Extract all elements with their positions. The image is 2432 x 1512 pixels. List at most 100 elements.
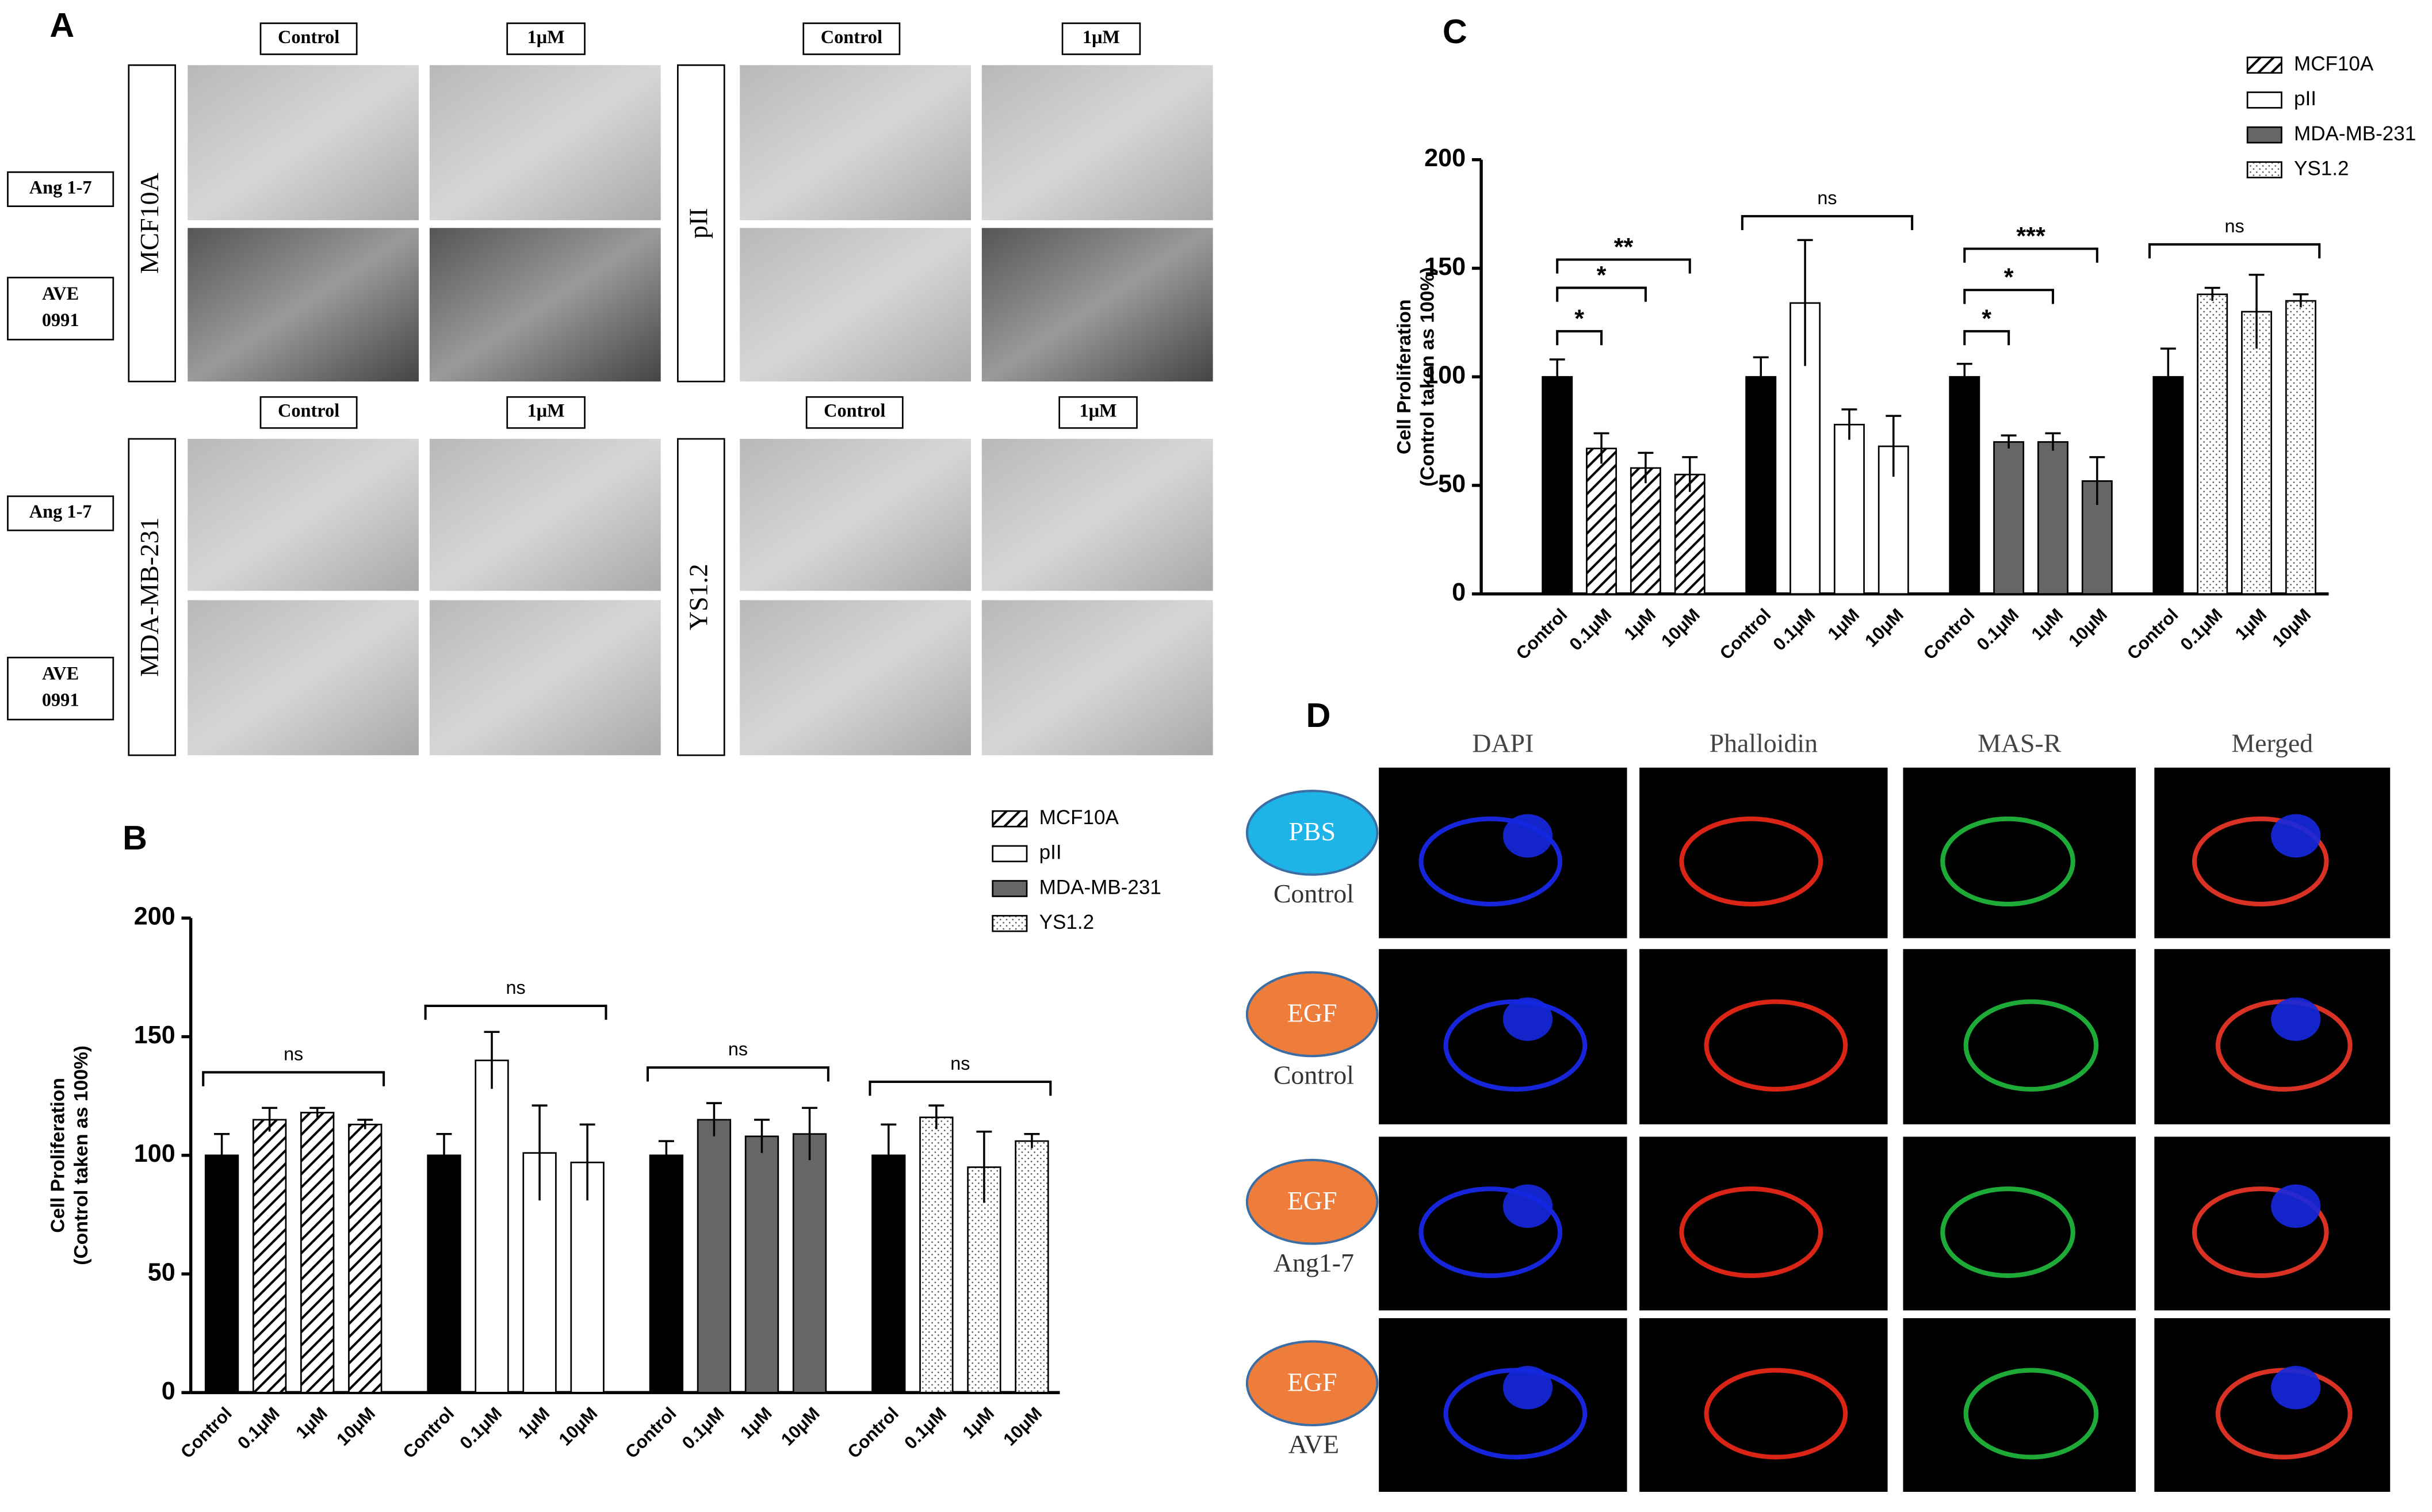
badge-label: PBS <box>1288 817 1336 846</box>
cell-line-box <box>128 64 177 382</box>
y-tick-label: 100 <box>134 1140 175 1168</box>
bar <box>2285 300 2316 595</box>
nucleus <box>1502 997 1553 1041</box>
bar <box>1630 467 1661 595</box>
legend-label: MDA-MB-231 <box>2294 123 2416 145</box>
panel-label: C <box>1443 12 1467 51</box>
legend-swatch <box>2246 91 2282 109</box>
x-tick-label: 1μM <box>1620 604 1660 644</box>
significance-label: * <box>2004 264 2014 292</box>
significance-bracket <box>1741 215 1914 231</box>
y-tick-label: 100 <box>1424 362 1466 389</box>
micrograph <box>429 65 661 220</box>
micrograph <box>188 65 419 220</box>
fluorescence-image <box>2154 1136 2391 1311</box>
bar <box>204 1154 239 1394</box>
column-header: 1μM <box>527 400 565 421</box>
x-tick-label: Control <box>843 1403 903 1463</box>
significance-label: * <box>1597 262 1607 289</box>
x-tick-label: 10μM <box>555 1403 602 1450</box>
bar <box>2081 480 2113 595</box>
y-axis-label: (Control taken as 100%) <box>1416 267 1438 487</box>
nucleus <box>1502 1365 1553 1410</box>
column-header: Control <box>278 400 339 421</box>
x-tick-label: 10μM <box>332 1403 379 1450</box>
column-header: Control <box>278 26 339 47</box>
x-tick-label: 10μM <box>1657 604 1704 651</box>
fluorescence-image <box>2154 767 2391 939</box>
micrograph <box>429 600 661 756</box>
panel-label: A <box>49 6 74 44</box>
badge <box>1245 1158 1379 1245</box>
y-tick-label: 150 <box>1424 253 1466 281</box>
cell-signal <box>1704 1368 1848 1460</box>
fluorescence-image <box>2154 1318 2391 1492</box>
significance-bracket <box>647 1066 829 1082</box>
legend-label: YS1.2 <box>2294 158 2349 180</box>
cell-line-label: MDA-MB-231 <box>135 517 164 677</box>
fluorescence-image <box>1379 1136 1627 1311</box>
row-label: AVE <box>42 663 79 684</box>
x-tick-label: 0.1μM <box>678 1403 728 1453</box>
column-header-box <box>506 396 586 429</box>
nucleus <box>1502 1184 1553 1228</box>
nucleus <box>1502 814 1553 858</box>
x-tick-label: 0.1μM <box>1565 604 1615 654</box>
column-header: Control <box>824 400 885 421</box>
bar <box>1542 376 1573 595</box>
legend-swatch <box>2246 56 2282 74</box>
column-header-box <box>506 22 586 55</box>
micrograph <box>981 228 1213 382</box>
row-label: AVE <box>1288 1429 1339 1459</box>
x-tick-label: 1μM <box>2028 604 2067 644</box>
fluorescence-image <box>1639 1136 1888 1311</box>
x-tick-label: 0.1μM <box>1972 604 2022 654</box>
micrograph <box>981 65 1213 220</box>
row-label-box <box>7 495 114 531</box>
row-label-box <box>7 171 114 207</box>
significance-label: ns <box>506 977 525 998</box>
micrograph <box>981 600 1213 756</box>
significance-bracket <box>1963 247 2098 263</box>
micrograph <box>740 228 971 382</box>
significance-bracket <box>1963 330 2010 346</box>
cell-line-label: pII <box>683 208 713 239</box>
cell-signal <box>1679 1186 1823 1278</box>
row-label-box <box>7 277 114 340</box>
row-label: 0991 <box>42 309 79 330</box>
cell-line-label: MCF10A <box>135 173 164 274</box>
bar <box>792 1133 827 1394</box>
legend-label: MCF10A <box>1039 806 1119 829</box>
fluorescence-image <box>1639 949 1888 1124</box>
fluorescence-image <box>1379 767 1627 939</box>
badge <box>1245 971 1379 1058</box>
badge-label: EGF <box>1287 1186 1337 1215</box>
column-header: DAPI <box>1472 728 1534 757</box>
fluorescence-image <box>2154 949 2391 1124</box>
micrograph <box>429 228 661 382</box>
row-label: Ang 1-7 <box>29 177 92 197</box>
significance-label: * <box>1574 305 1584 332</box>
column-header: Control <box>821 26 882 47</box>
y-tick-label: 0 <box>162 1377 175 1405</box>
badge-label: EGF <box>1287 1367 1337 1396</box>
x-tick-label: 10μM <box>777 1403 824 1450</box>
bar <box>919 1116 954 1394</box>
x-tick-label: Control <box>1716 604 1775 664</box>
cell-signal <box>1418 816 1563 907</box>
legend-label: MCF10A <box>2294 53 2374 75</box>
y-tick-label: 200 <box>1424 144 1466 172</box>
panel-label: D <box>1306 696 1331 734</box>
row-label: Ang1-7 <box>1274 1248 1354 1277</box>
y-axis-label: (Control taken as 100%) <box>70 1046 92 1265</box>
x-tick-label: Control <box>2123 604 2182 664</box>
legend-label: YS1.2 <box>1039 911 1094 933</box>
legend-label: MDA-MB-231 <box>1039 876 1161 898</box>
cell-signal <box>1940 1186 2075 1278</box>
x-tick-label: 1μM <box>2231 604 2271 644</box>
fluorescence-image <box>1903 1318 2136 1492</box>
x-tick-label: 10μM <box>1861 604 1907 651</box>
bar <box>649 1154 684 1394</box>
significance-label: ns <box>1817 187 1837 208</box>
bar <box>871 1154 906 1394</box>
